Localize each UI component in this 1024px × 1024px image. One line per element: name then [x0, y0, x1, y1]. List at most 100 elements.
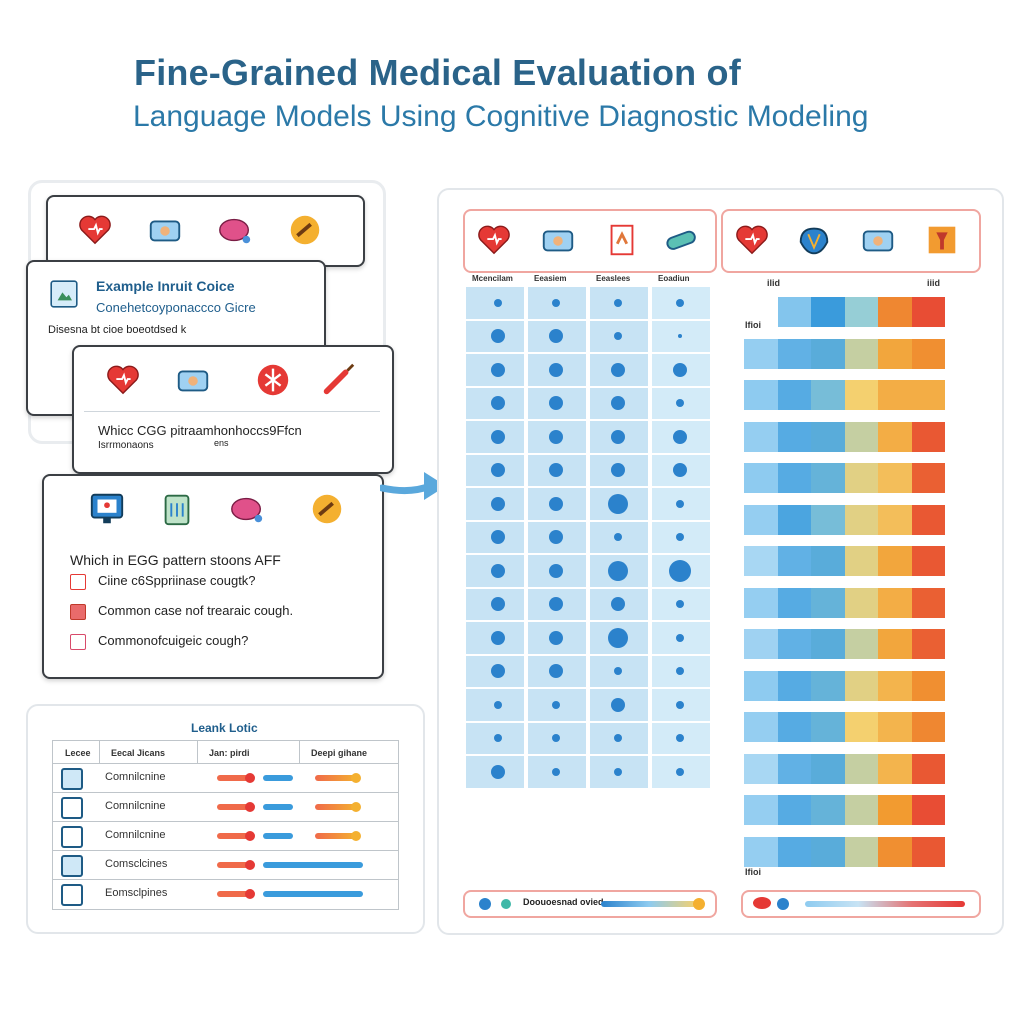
grid-dot [673, 463, 687, 478]
grid-dot [494, 734, 502, 743]
grid-dot [676, 600, 684, 609]
table-title: Leank Lotic [191, 721, 258, 735]
heatmap-cell [878, 836, 912, 867]
right-legend [741, 890, 981, 918]
option-icon [70, 634, 86, 650]
question-card-4[interactable]: Which in EGG pattern stoons AFF Ciine c6… [42, 474, 384, 679]
heatmap-cell [744, 836, 778, 867]
table-row[interactable] [53, 792, 398, 822]
heatmap-cell [911, 463, 945, 493]
heatmap-cell [911, 546, 945, 576]
answer-option[interactable]: Ciine c6Sppriinase cougtk? [98, 573, 256, 588]
grid-dot [552, 734, 560, 743]
progress-knob [351, 802, 361, 812]
bone-icon [312, 494, 342, 524]
card-question: Whicc CGG pitraamhonhoccs9Ffcn [98, 423, 302, 438]
grid-dot [676, 633, 684, 642]
grid-dot [491, 563, 505, 578]
heatmap-cell [911, 753, 945, 784]
window-icon [61, 797, 83, 819]
heart-icon [79, 215, 111, 245]
progress-segment-red [217, 804, 249, 810]
heat-row-label-bottom: Ifioi [745, 867, 761, 877]
table-row[interactable] [53, 763, 398, 793]
grid-dot [611, 597, 625, 612]
progress-segment-blue [263, 833, 293, 839]
card-question: Which in EGG pattern stoons AFF [70, 552, 281, 568]
grid-dot [549, 396, 563, 411]
heatmap-cell [844, 421, 878, 452]
grid-dot [491, 329, 505, 344]
heatmap-cell [777, 712, 811, 742]
table-header: Deepi gihane [311, 748, 368, 758]
heatmap-cell [811, 546, 845, 576]
grid-dot [614, 533, 622, 542]
grid-dot [673, 429, 687, 444]
heatmap-cell [811, 504, 845, 535]
grid-dot [676, 767, 684, 776]
heatmap-cell [844, 795, 878, 825]
grid-dot [491, 764, 505, 779]
legend-gradient [805, 901, 965, 907]
progress-segment-blue [263, 775, 293, 781]
stomach-icon [219, 218, 251, 244]
grid-dot [491, 429, 505, 444]
grid-dot [611, 396, 625, 411]
grid-dot [614, 767, 622, 776]
heatmap-cell [844, 463, 878, 493]
arrow-icon [380, 472, 446, 500]
legend-dot [693, 898, 705, 910]
heatmap-cell [744, 380, 778, 410]
legend-dot [777, 898, 789, 910]
question-card-1[interactable] [46, 195, 365, 267]
heatmap-cell [878, 463, 912, 493]
heatmap-cell [844, 380, 878, 410]
heatmap-cell [911, 421, 945, 452]
brain-icon [799, 227, 829, 255]
heatmap-cell [911, 297, 945, 327]
table-row-label: Comsclcines [105, 858, 168, 870]
legend-label: Doouoesnad ovied [523, 897, 604, 907]
heatmap-cell [744, 712, 778, 742]
heatmap-cell [777, 587, 811, 618]
heatmap-cell [878, 629, 912, 659]
grid-dot [676, 734, 684, 743]
answer-option[interactable]: Common case nof trearaic cough. [98, 603, 294, 618]
progress-segment-blue [263, 891, 363, 897]
heatmap-cell [811, 753, 845, 784]
heatmap-cell [744, 463, 778, 493]
heatmap-cell [844, 587, 878, 618]
heatmap-cell [878, 504, 912, 535]
legend-dot [753, 897, 771, 909]
table-row[interactable] [53, 821, 398, 851]
heatmap-cell [844, 338, 878, 369]
medical-bag-icon [149, 220, 181, 242]
heart-icon [478, 225, 510, 255]
table-row[interactable] [53, 850, 398, 880]
heatmap-cell [878, 670, 912, 701]
grid-dot [549, 630, 563, 645]
grid-col-header: Eoadiun [658, 274, 690, 283]
progress-knob [245, 889, 255, 899]
progress-segment-orange [315, 833, 357, 839]
progress-segment-orange [315, 804, 357, 810]
grid-dot [608, 560, 628, 581]
heatmap-cell [777, 546, 811, 576]
grid-col-header: Eeasiem [534, 274, 567, 283]
heatmap-cell [911, 795, 945, 825]
table-row[interactable] [53, 879, 398, 909]
answer-option[interactable]: Commonofcuigeic cough? [98, 633, 249, 648]
table-header: Lecee [65, 748, 91, 758]
heatmap-cell [744, 421, 778, 452]
question-card-3[interactable]: Whicc CGG pitraamhonhoccs9Ffcn Isrrmonao… [72, 345, 394, 474]
card-subheading: Conehetcoyponaccco Gicre [96, 300, 256, 315]
heatmap-cell [811, 712, 845, 742]
heatmap-cell [777, 670, 811, 701]
medical-bag-icon [177, 370, 209, 392]
table-col-divider [299, 741, 300, 763]
grid-dot [491, 463, 505, 478]
grid-dot [549, 463, 563, 478]
heatmap-cell [878, 795, 912, 825]
heatmap-cell [811, 297, 845, 327]
heatmap-cell [777, 297, 811, 327]
